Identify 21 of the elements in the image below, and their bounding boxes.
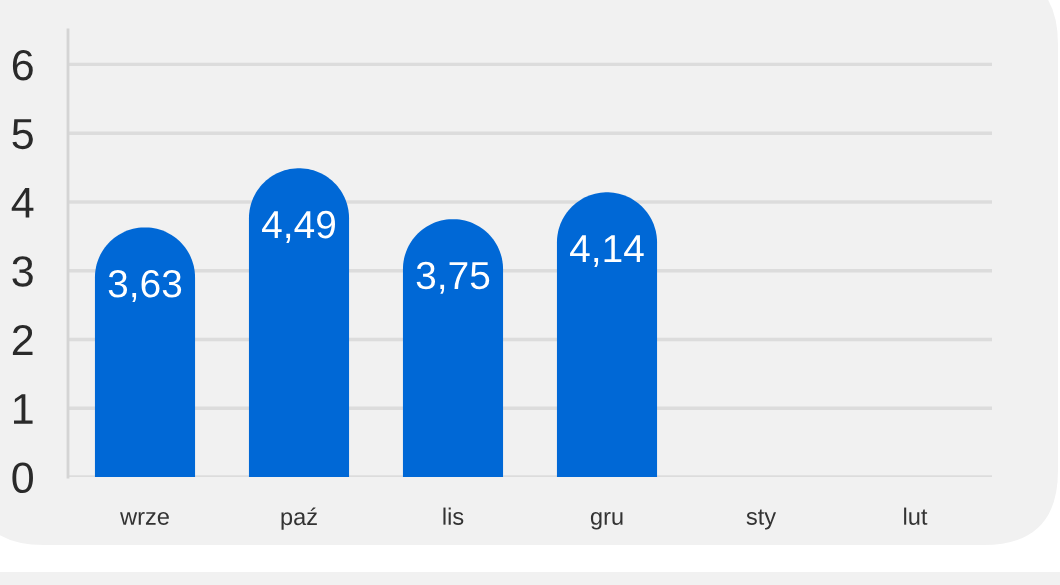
x-tick-label: lut: [904, 507, 928, 525]
y-tick-label: 6: [12, 49, 33, 81]
bar: [248, 168, 350, 477]
bar: [94, 227, 196, 477]
bar: [556, 192, 658, 477]
x-tick-label: paź: [281, 507, 317, 530]
data-label: 4,14: [570, 235, 644, 268]
y-tick-label: 0: [12, 462, 33, 494]
data-label: 4,49: [262, 210, 335, 243]
data-label: 3,63: [108, 269, 182, 303]
data-label: 3,75: [416, 261, 490, 294]
y-tick-label: 2: [12, 325, 33, 356]
x-tick-label: sty: [746, 509, 777, 530]
y-tick-label: 3: [12, 256, 33, 287]
y-tick-label: 1: [14, 394, 33, 424]
y-tick-label: 5: [12, 119, 33, 150]
x-tick-label: lis: [443, 507, 464, 525]
y-tick-label: 4: [11, 187, 34, 218]
x-tick-label: gru: [590, 511, 623, 530]
x-tick-label: wrze: [120, 511, 169, 525]
bar: [402, 219, 504, 477]
